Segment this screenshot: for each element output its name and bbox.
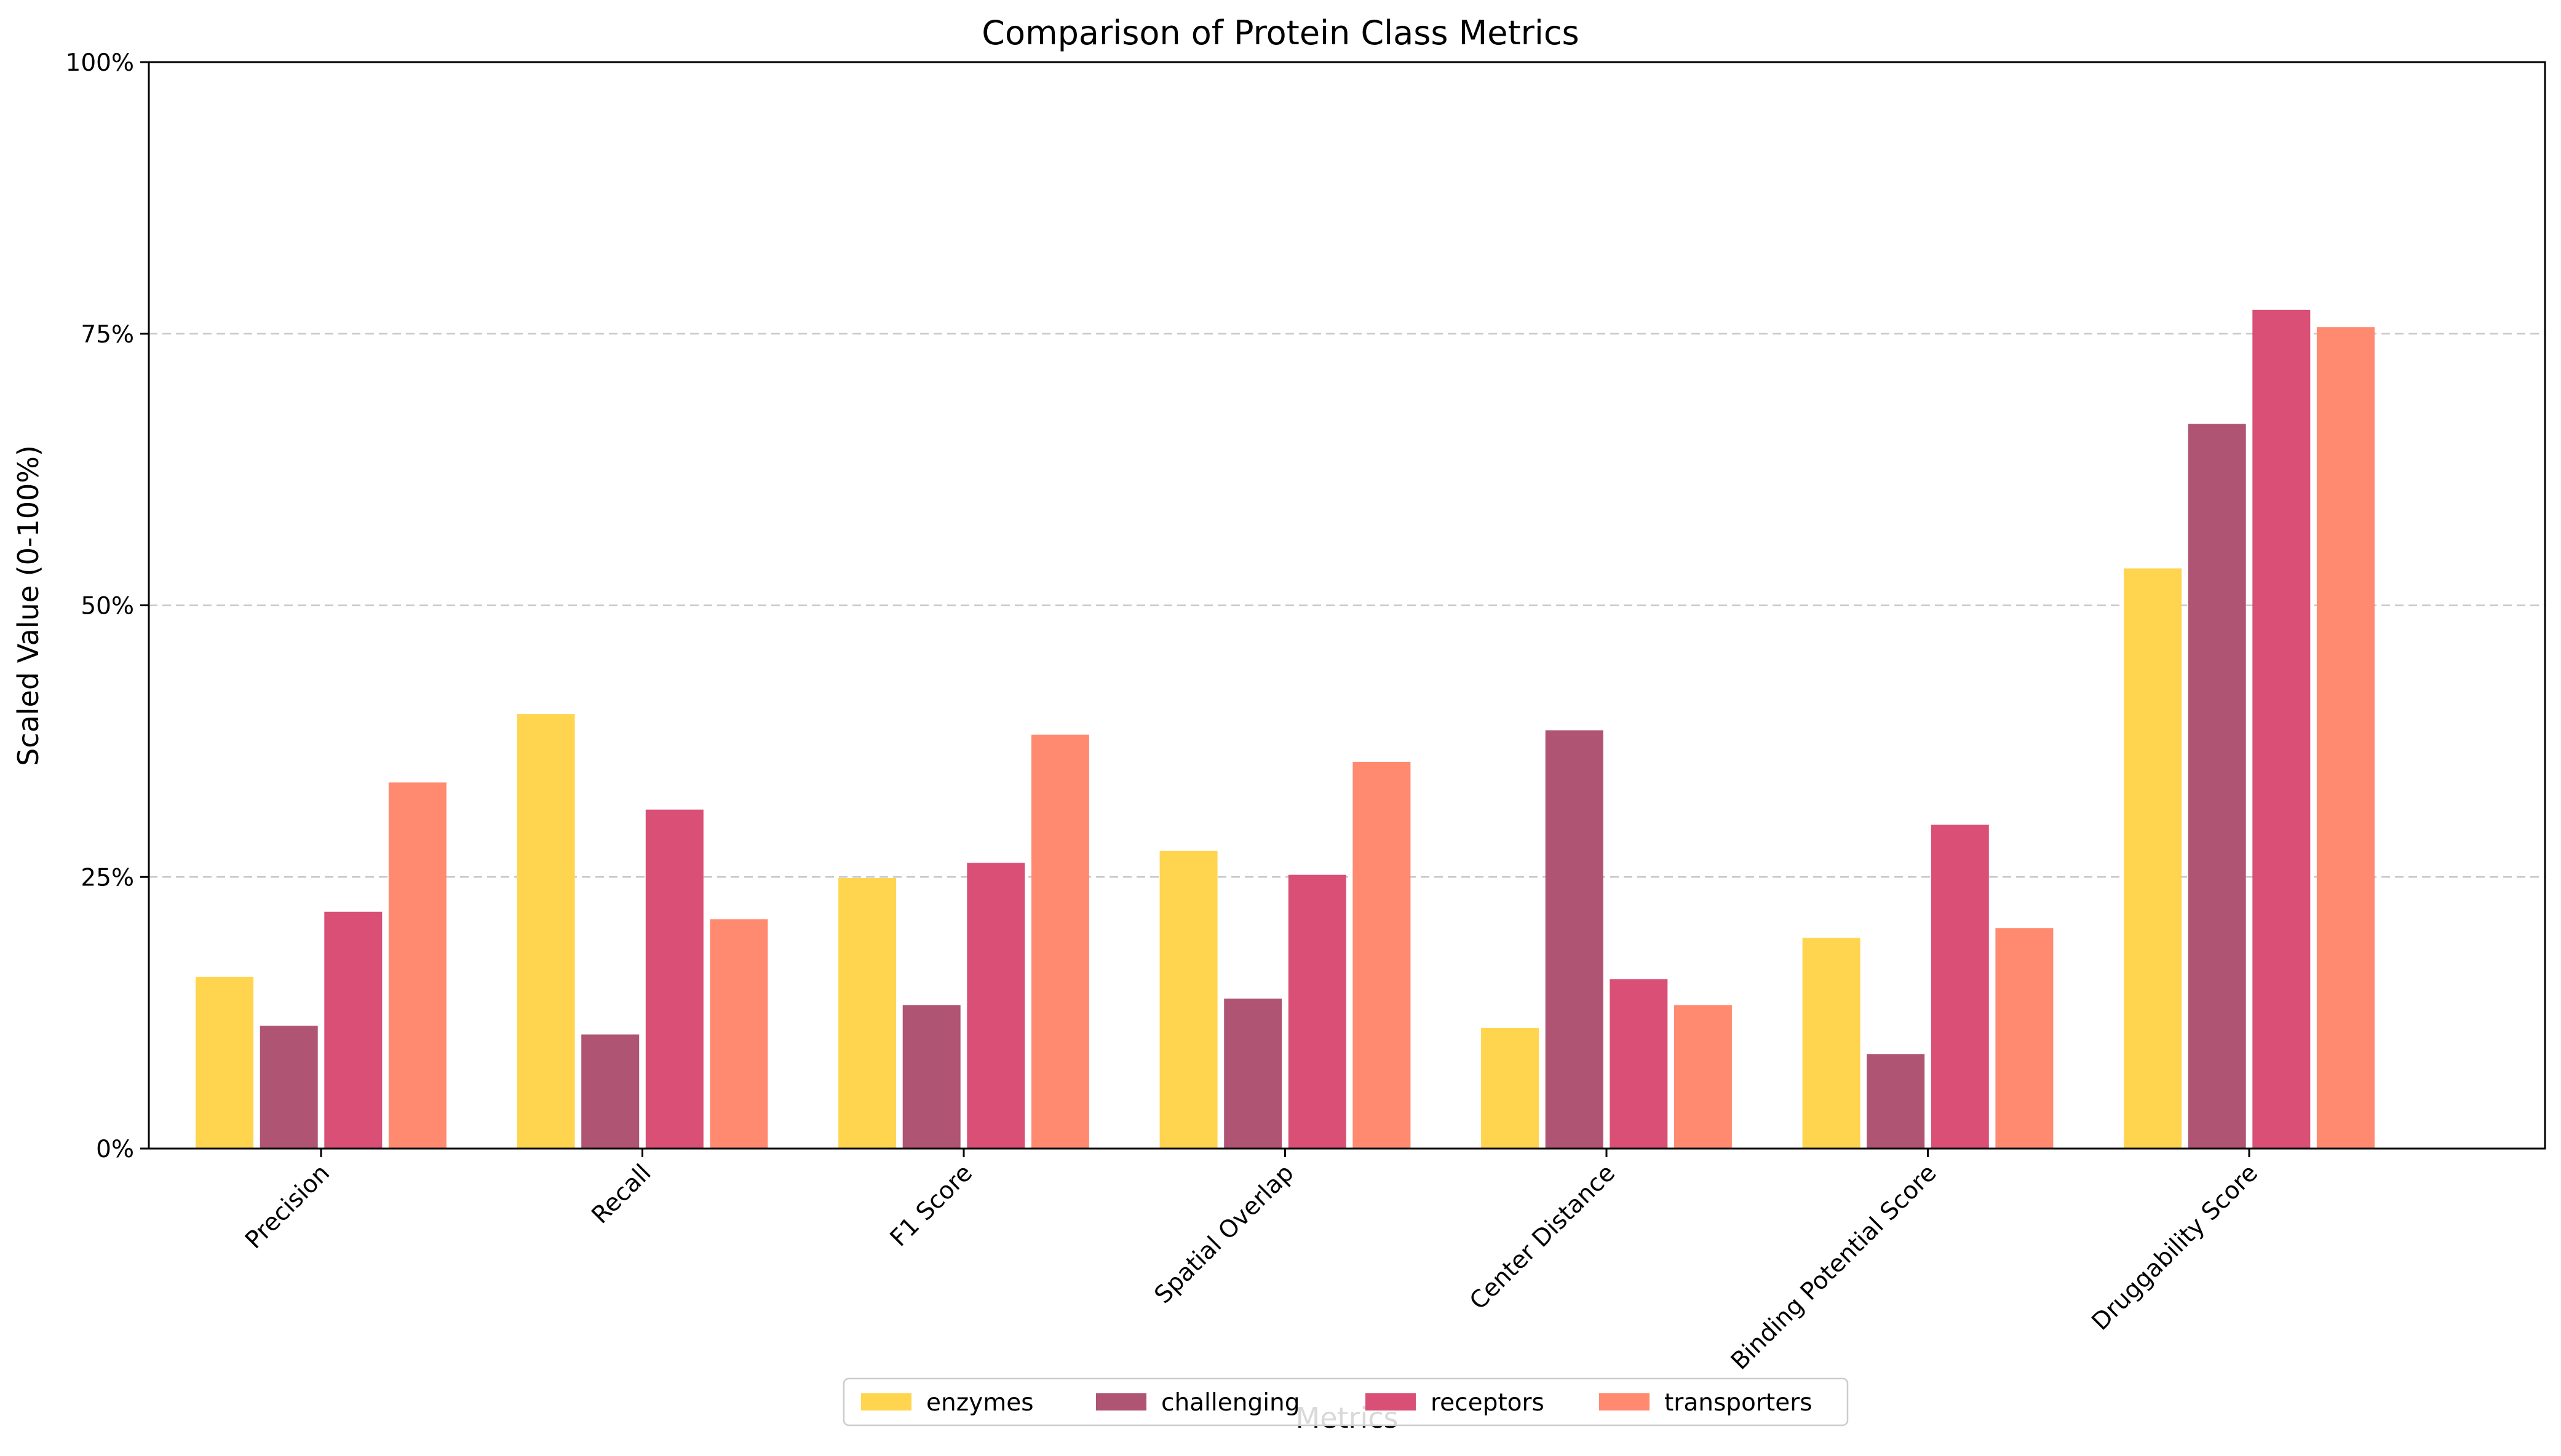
bar-receptors [324,911,383,1149]
x-tick-label: Recall [586,1159,656,1229]
legend-label-enzymes: enzymes [926,1389,1034,1417]
bar-receptors [967,863,1025,1149]
y-tick-label: 100% [66,49,135,77]
y-tick-label: 75% [81,321,134,349]
legend-swatch-transporters [1599,1393,1650,1410]
x-tick-label: Spatial Overlap [1149,1159,1300,1309]
bar-receptors [645,809,704,1149]
bar-transporters [1674,1005,1732,1149]
y-tick-label: 25% [81,864,134,892]
y-axis-ticks: 0% 25% 50% 75% 100% [66,49,149,1163]
bar-challenging [902,1005,961,1149]
x-tick-label: F1 Score [885,1159,978,1252]
x-tick-label: Center Distance [1464,1159,1621,1315]
bar-challenging [260,1026,318,1149]
legend-label-receptors: receptors [1431,1389,1544,1417]
legend-frame [843,1377,1849,1426]
bar-enzymes [196,976,254,1149]
bar-receptors [1610,979,1668,1149]
bar-challenging [1545,730,1603,1149]
legend: enzymes challenging receptors transporters [843,1377,1849,1426]
bar-challenging [581,1034,640,1149]
bar-receptors [1288,874,1346,1149]
y-axis-label: Scaled Value (0-100%) [12,445,45,766]
bar-transporters [2316,327,2375,1149]
x-tick-label: Binding Potential Score [1726,1159,1942,1375]
bar-receptors [1931,825,1989,1149]
bar-receptors [2252,309,2311,1149]
bar-enzymes [517,714,575,1149]
bar-enzymes [838,878,897,1149]
y-tick-label: 0% [96,1136,134,1163]
x-axis-ticks: Precision Recall F1 Score Spatial Overlap Ce… [240,1149,2263,1375]
bar-challenging [2188,424,2246,1149]
bar-challenging [1867,1054,1925,1149]
bar-enzymes [1159,850,1218,1149]
bar-enzymes [1802,938,1860,1149]
x-tick-label: Precision [240,1159,335,1254]
bar-challenging [1224,999,1282,1149]
bar-transporters [1352,761,1411,1149]
grid-lines [149,333,2545,878]
legend-label-challenging: challenging [1161,1389,1300,1417]
bar-transporters [1995,928,2054,1149]
legend-swatch-challenging [1096,1393,1146,1410]
legend-swatch-enzymes [861,1393,911,1410]
bars [196,309,2375,1149]
legend-label-transporters: transporters [1664,1389,1813,1417]
x-tick-label: Druggability Score [2087,1159,2263,1335]
bar-transporters [1031,734,1089,1149]
bar-transporters [388,782,447,1149]
chart-title: Comparison of Protein Class Metrics [982,14,1579,52]
bar-enzymes [2124,568,2182,1149]
legend-swatch-receptors [1365,1393,1416,1410]
y-tick-label: 50% [81,593,134,620]
bar-enzymes [1481,1027,1539,1149]
bar-transporters [710,919,768,1149]
